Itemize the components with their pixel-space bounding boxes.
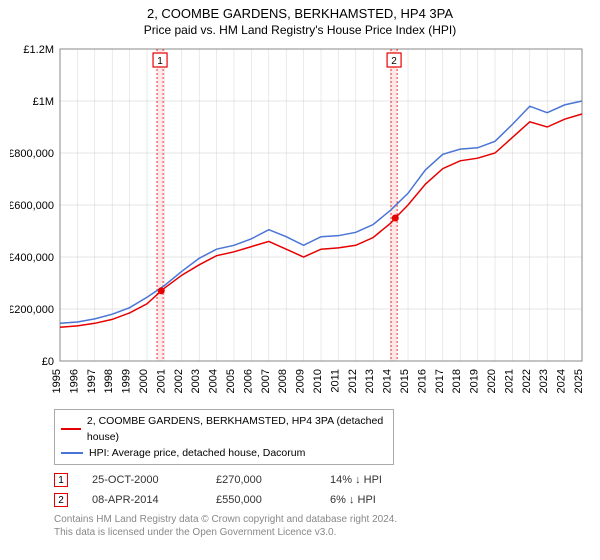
event-date: 08-APR-2014 [92,494,192,506]
event-row: 2 08-APR-2014 £550,000 6% ↓ HPI [54,493,590,507]
legend-item: HPI: Average price, detached house, Daco… [61,445,387,461]
legend-swatch [61,428,81,430]
svg-text:2013: 2013 [364,369,376,393]
svg-text:£600,000: £600,000 [10,200,54,212]
svg-text:2021: 2021 [503,369,515,393]
legend-swatch [61,452,83,454]
event-row: 1 25-OCT-2000 £270,000 14% ↓ HPI [54,473,590,487]
event-delta: 14% ↓ HPI [330,474,420,486]
svg-text:1996: 1996 [68,369,80,393]
svg-text:£1M: £1M [33,96,54,108]
svg-text:2024: 2024 [556,369,568,393]
footer-attribution: Contains HM Land Registry data © Crown c… [54,513,590,539]
events-table: 1 25-OCT-2000 £270,000 14% ↓ HPI 2 08-APR-201… [54,473,590,507]
footer-line1: Contains HM Land Registry data © Crown c… [54,513,590,526]
svg-text:£800,000: £800,000 [10,148,54,160]
svg-text:2005: 2005 [225,369,237,393]
svg-text:2015: 2015 [399,369,411,393]
svg-text:2020: 2020 [486,369,498,393]
legend-label: 2, COOMBE GARDENS, BERKHAMSTED, HP4 3PA … [87,413,387,445]
svg-text:1999: 1999 [121,369,133,393]
svg-text:£400,000: £400,000 [10,252,54,264]
event-delta: 6% ↓ HPI [330,494,420,506]
event-marker: 1 [54,473,68,487]
chart-title: 2, COOMBE GARDENS, BERKHAMSTED, HP4 3PA [10,6,590,21]
chart-container: 2, COOMBE GARDENS, BERKHAMSTED, HP4 3PA … [0,0,600,560]
svg-text:2010: 2010 [312,369,324,393]
svg-text:1: 1 [157,56,163,67]
svg-text:2025: 2025 [573,369,585,393]
svg-text:2002: 2002 [173,369,185,393]
svg-text:2011: 2011 [329,369,341,393]
svg-text:1995: 1995 [51,369,63,393]
event-date: 25-OCT-2000 [92,474,192,486]
svg-text:2016: 2016 [416,369,428,393]
svg-text:2: 2 [391,56,397,67]
svg-text:2008: 2008 [277,369,289,393]
svg-text:2007: 2007 [260,369,272,393]
svg-text:2017: 2017 [434,369,446,393]
svg-text:1997: 1997 [86,369,98,393]
event-price: £270,000 [216,474,306,486]
title-block: 2, COOMBE GARDENS, BERKHAMSTED, HP4 3PA … [10,6,590,37]
legend-box: 2, COOMBE GARDENS, BERKHAMSTED, HP4 3PA … [54,409,394,465]
svg-text:2009: 2009 [295,369,307,393]
svg-text:2006: 2006 [242,369,254,393]
chart-svg: £0 £200,000 £400,000 £600,000 £800,000 £1M £1.… [10,43,590,403]
svg-text:2003: 2003 [190,369,202,393]
svg-text:1998: 1998 [103,369,115,393]
footer-line2: This data is licensed under the Open Gov… [54,526,590,539]
svg-text:£0: £0 [42,356,54,368]
chart-subtitle: Price paid vs. HM Land Registry's House … [10,23,590,37]
svg-text:£1.2M: £1.2M [23,44,54,56]
svg-text:2012: 2012 [347,369,359,393]
svg-text:2004: 2004 [208,369,220,393]
svg-text:2014: 2014 [382,369,394,393]
svg-text:2000: 2000 [138,369,150,393]
svg-text:2019: 2019 [469,369,481,393]
svg-text:2023: 2023 [538,369,550,393]
svg-text:2001: 2001 [155,369,167,393]
chart-plot: £0 £200,000 £400,000 £600,000 £800,000 £1M £1.… [10,43,590,403]
event-price: £550,000 [216,494,306,506]
svg-text:2018: 2018 [451,369,463,393]
event-marker: 2 [54,493,68,507]
legend-label: HPI: Average price, detached house, Daco… [89,445,305,461]
svg-text:£200,000: £200,000 [10,304,54,316]
legend-item: 2, COOMBE GARDENS, BERKHAMSTED, HP4 3PA … [61,413,387,445]
svg-text:2022: 2022 [521,369,533,393]
